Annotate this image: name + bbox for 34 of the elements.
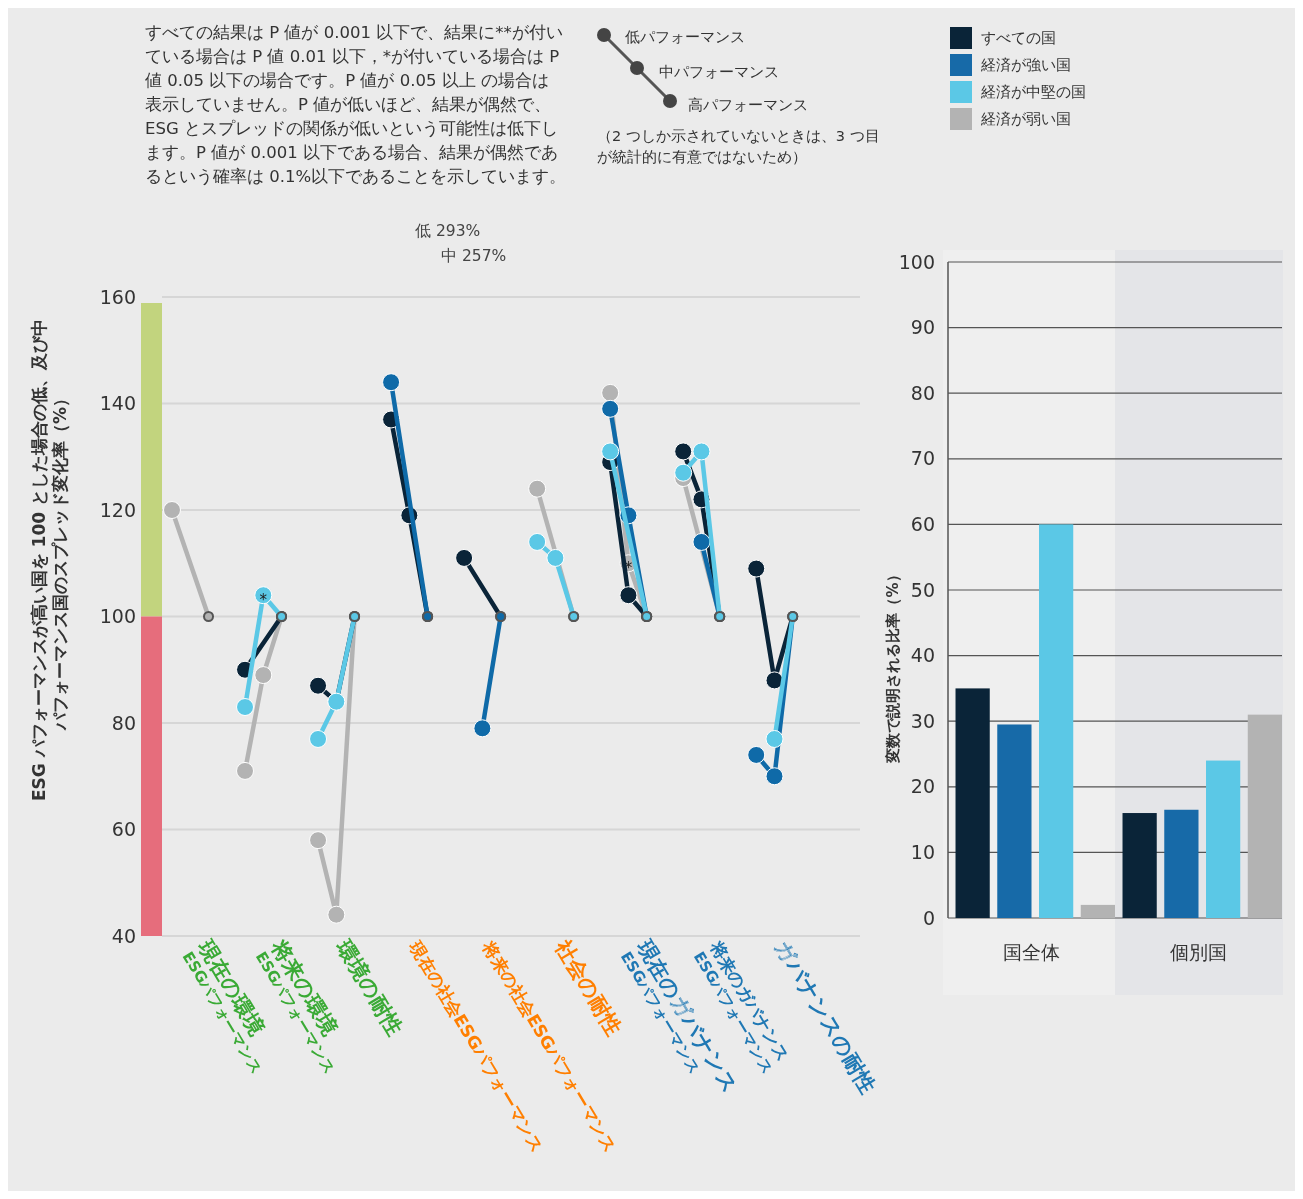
y-axis-title: ESG パフォーマンスが高い国を 100 とした場合の低、及び中パフォーマンス国のスプレッド変化率（%） bbox=[29, 318, 70, 802]
y-tick-label: 60 bbox=[111, 818, 136, 841]
y-tick-label: 160 bbox=[99, 285, 136, 308]
text: 低パフォーマンス bbox=[625, 28, 745, 46]
y-tick-label: 80 bbox=[910, 381, 935, 404]
y-tick-label: 40 bbox=[111, 924, 136, 947]
y-tick-label: 50 bbox=[910, 578, 935, 601]
y-tick-label: 20 bbox=[910, 775, 935, 798]
text: 高パフォーマンス bbox=[688, 96, 808, 114]
text: 中パフォーマンス bbox=[659, 63, 779, 81]
legend-label: すべての国 bbox=[981, 29, 1056, 48]
y-axis-title: 変数で説明される比率（%） bbox=[884, 567, 902, 764]
x-tick-label: 個別国 bbox=[1170, 940, 1227, 963]
y-tick-label: 80 bbox=[111, 711, 136, 734]
text: 中 257% bbox=[441, 247, 507, 265]
y-tick-label: 100 bbox=[898, 250, 935, 273]
text: 低 293% bbox=[415, 222, 481, 240]
text: （2 つしか示されていないときは、3 つ目が統計的に有意ではないため） bbox=[597, 128, 880, 166]
y-tick-label: 140 bbox=[99, 392, 136, 415]
y-tick-label: 100 bbox=[99, 605, 136, 628]
legend-label: 経済が中堅の国 bbox=[980, 83, 1086, 102]
y-tick-label: 90 bbox=[910, 316, 935, 339]
y-tick-label: 40 bbox=[910, 644, 935, 667]
data-label: * bbox=[259, 590, 268, 609]
legend-label: 経済が強い国 bbox=[980, 56, 1071, 75]
y-tick-label: 10 bbox=[910, 841, 935, 864]
x-tick-label: 国全体 bbox=[1003, 940, 1060, 963]
y-tick-label: 70 bbox=[910, 447, 935, 470]
y-tick-label: 0 bbox=[922, 906, 935, 929]
y-tick-label: 30 bbox=[910, 709, 935, 732]
y-tick-label: 60 bbox=[910, 513, 935, 536]
legend-label: 経済が弱い国 bbox=[980, 110, 1071, 129]
text: すべての結果は P 値が 0.001 以下で、結果に**が付いている場合は P 値 0.01 以下，*が付いている場合は P 値 0.05 以下の場合です。P 値が 0.05 以上 の場合は表示していません。P 値が低いほど、結果が偶然で、ESG とスプレッドの関係が低いという可能性は低下します。P 値が 0.001 以下である場合、結果が偶然であるという確率は 0.1%以下であることを示しています。 bbox=[145, 23, 567, 186]
y-tick-label: 120 bbox=[99, 498, 136, 521]
